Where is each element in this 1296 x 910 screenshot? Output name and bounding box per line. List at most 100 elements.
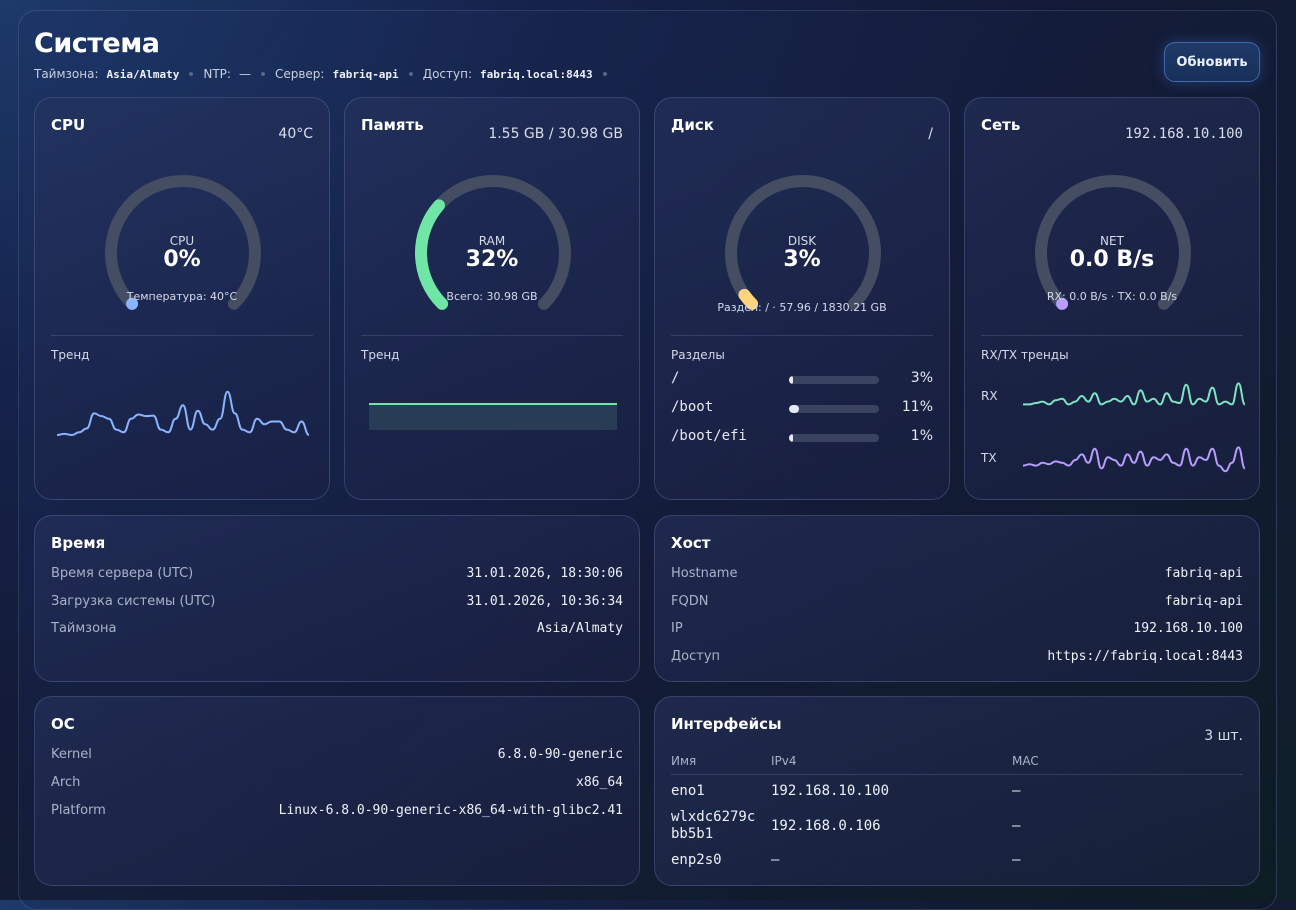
host-key: Доступ [671, 649, 721, 664]
disk-gauge [725, 175, 881, 310]
page-title: Система [34, 28, 160, 59]
divider [671, 335, 933, 336]
partition-bar [789, 376, 879, 384]
table-divider [671, 774, 1243, 775]
server-value: fabriq-api [332, 67, 399, 81]
ram-gauge-sub: Всего: 30.98 GB [446, 290, 538, 303]
host-row: FQDN fabriq-api [671, 594, 1243, 614]
partition-bar-fill [789, 405, 799, 413]
interface-ipv4: 192.168.0.106 [771, 818, 881, 834]
header-meta: Таймзона: Asia/Almaty NTP: — Сервер: fab… [34, 67, 617, 81]
host-row: Hostname fabriq-api [671, 566, 1243, 586]
timezone-label: Таймзона: [34, 67, 99, 81]
cpu-card-title: CPU [51, 116, 86, 134]
timezone-value: Asia/Almaty [106, 67, 180, 81]
tx-label: TX [981, 451, 997, 465]
tx-trend-chart [1023, 446, 1245, 473]
ram-gauge-value: 32% [465, 247, 519, 272]
ram-card-title: Память [361, 116, 424, 134]
time-row: Загрузка системы (UTC) 31.01.2026, 10:36:… [51, 594, 623, 614]
disk-gauge-track [725, 175, 881, 310]
disk-gauge-arc [738, 288, 759, 310]
os-key: Platform [51, 803, 106, 818]
host-card-title: Хост [671, 534, 711, 552]
partition-bar [789, 434, 879, 442]
interfaces-card: Интерфейсы 3 шт. Имя IPv4 MAC eno1 192.1… [654, 696, 1260, 886]
column-header-mac: MAC [1012, 754, 1039, 768]
rx-trend-line [1023, 382, 1245, 406]
os-key: Kernel [51, 747, 92, 762]
rx-trend-chart [1023, 382, 1245, 406]
host-value: fabriq-api [1164, 566, 1243, 581]
partition-name: /boot [671, 399, 714, 415]
column-header-name: Имя [671, 754, 697, 768]
cpu-card: CPU 40°C CPU 0% Температура: 40°C Тренд [34, 97, 330, 500]
net-gauge [1035, 175, 1191, 310]
os-row: Kernel 6.8.0-90-generic [51, 747, 623, 767]
access-label: Доступ: [422, 67, 472, 81]
disk-mount: / [928, 126, 933, 142]
net-card-title: Сеть [981, 116, 1021, 134]
os-card: ОС Kernel 6.8.0-90-generic Arch x86_64 Pla… [34, 696, 640, 886]
disk-card-title: Диск [671, 116, 714, 134]
host-key: FQDN [671, 594, 709, 609]
divider [981, 335, 1243, 336]
net-ip: 192.168.10.100 [1124, 126, 1243, 142]
disk-gauge-value: 3% [783, 247, 821, 272]
separator-dot [260, 72, 265, 76]
server-label: Сервер: [274, 67, 325, 81]
ram-gauge-arc [415, 199, 449, 310]
interface-mac: — [1012, 783, 1021, 799]
separator-dot [408, 72, 413, 76]
column-header-ipv4: IPv4 [771, 754, 797, 768]
disk-card: Диск / DISK 3% Раздел: / · 57.96 / 1830.… [654, 97, 950, 500]
net-gauge-dot [1056, 297, 1069, 310]
refresh-button[interactable]: Обновить [1164, 42, 1260, 82]
host-row: IP 192.168.10.100 [671, 621, 1243, 641]
cpu-gauge-value: 0% [163, 247, 201, 272]
disk-gauge-sub: Раздел: / · 57.96 / 1830.21 GB [717, 301, 887, 314]
partition-row: / 3% [671, 370, 933, 390]
interface-ipv4: 192.168.10.100 [771, 783, 890, 799]
host-value: 192.168.10.100 [1133, 621, 1243, 636]
cpu-gauge-label: CPU [169, 234, 195, 248]
os-value: 6.8.0-90-generic [497, 747, 623, 762]
time-card: Время Время сервера (UTC) 31.01.2026, 18:… [34, 515, 640, 682]
net-card: Сеть 192.168.10.100 NET 0.0 B/s RX: 0.0 … [964, 97, 1260, 500]
disk-gauge-label: DISK [787, 234, 817, 248]
host-value: fabriq-api [1164, 594, 1243, 609]
time-key: Время сервера (UTC) [51, 566, 194, 581]
partition-percent: 1% [910, 428, 933, 444]
ram-gauge-label: RAM [478, 234, 506, 248]
os-row: Platform Linux-6.8.0-90-generic-x86_64-wi… [51, 803, 623, 823]
net-gauge-track [1035, 175, 1191, 310]
time-value: 31.01.2026, 18:30:06 [466, 566, 623, 581]
time-key: Загрузка системы (UTC) [51, 594, 216, 609]
divider [361, 335, 623, 336]
time-key: Таймзона [51, 621, 117, 636]
host-card: Хост Hostname fabriq-api FQDN fabriq-api I… [654, 515, 1260, 682]
divider [51, 335, 313, 336]
cpu-gauge [105, 175, 261, 310]
interface-name: eno1 [671, 783, 705, 799]
os-key: Arch [51, 775, 81, 790]
time-value: 31.01.2026, 10:36:34 [466, 594, 623, 609]
ram-trend-chart [369, 403, 617, 430]
interface-name: wlxdc6279c bb5b1 [671, 809, 756, 842]
net-gauge-value: 0.0 B/s [1069, 247, 1155, 272]
cpu-trend-chart [57, 390, 309, 437]
time-card-title: Время [51, 534, 106, 552]
partition-percent: 11% [901, 399, 933, 415]
partition-percent: 3% [910, 370, 933, 386]
partition-bar [789, 405, 879, 413]
cpu-trend-line [57, 390, 309, 437]
ntp-value: — [238, 67, 251, 81]
interface-name: enp2s0 [671, 852, 722, 868]
interface-mac: — [1012, 818, 1021, 834]
cpu-gauge-dot [126, 297, 139, 310]
ram-trend-area [369, 404, 617, 430]
os-card-title: ОС [51, 715, 75, 733]
partition-row: /boot/efi 1% [671, 428, 933, 448]
net-gauge-sub: RX: 0.0 B/s · TX: 0.0 B/s [1046, 290, 1178, 303]
ram-card: Память 1.55 GB / 30.98 GB RAM 32% Всего:… [344, 97, 640, 500]
